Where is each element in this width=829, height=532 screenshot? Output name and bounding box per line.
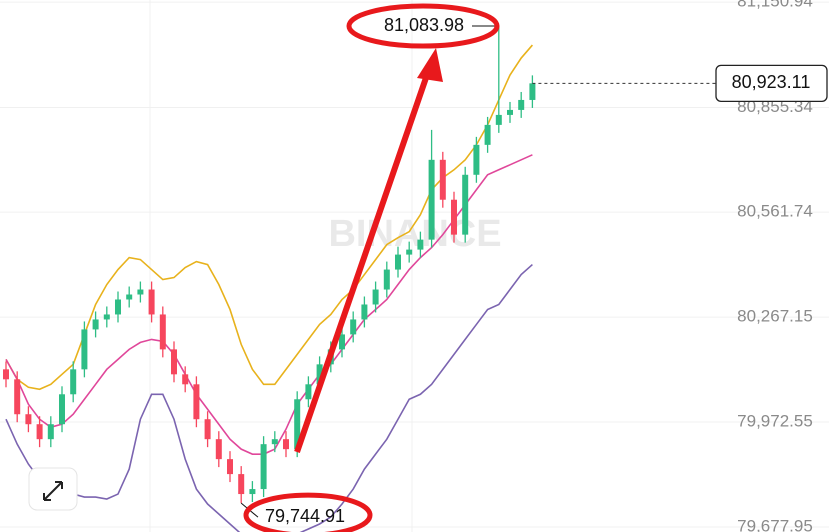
candle-body bbox=[372, 289, 379, 305]
candle-body bbox=[47, 424, 54, 440]
candle-body bbox=[14, 379, 21, 415]
candle-body bbox=[148, 289, 155, 315]
ma-line bbox=[5, 154, 533, 455]
candle-body bbox=[495, 114, 502, 125]
annotations: 81,083.98 79,744.91 80,923.11 bbox=[240, 3, 828, 532]
candle-body bbox=[294, 399, 301, 450]
watermark: BINANCE bbox=[328, 213, 501, 255]
candle-body bbox=[361, 304, 368, 320]
candle-body bbox=[395, 254, 401, 270]
candle-body bbox=[36, 424, 43, 440]
candle-body bbox=[507, 109, 513, 115]
candle-body bbox=[249, 489, 256, 495]
candle-body bbox=[238, 474, 245, 495]
candle-body bbox=[518, 99, 525, 110]
y-tick-label: 80,267.15 bbox=[737, 307, 813, 326]
low-circle bbox=[243, 492, 373, 532]
candle-body bbox=[439, 159, 446, 200]
candle-body bbox=[25, 414, 32, 425]
candle-body bbox=[406, 249, 413, 255]
y-tick-label: 79,972.55 bbox=[737, 412, 813, 431]
candle-body bbox=[159, 314, 166, 350]
candle-body bbox=[92, 319, 99, 330]
candle-body bbox=[462, 174, 469, 235]
candle-body bbox=[529, 83, 536, 100]
candle-body bbox=[215, 439, 222, 460]
candle-body bbox=[350, 319, 357, 335]
candle-body bbox=[103, 314, 110, 320]
candle-body bbox=[283, 439, 289, 450]
candle-body bbox=[81, 329, 88, 370]
last-price-box bbox=[715, 64, 828, 102]
candle-body bbox=[260, 444, 267, 490]
candle-body bbox=[182, 374, 189, 385]
low-label: 79,744.91 bbox=[265, 506, 345, 526]
candle-body bbox=[227, 459, 233, 475]
candle-body bbox=[70, 369, 77, 395]
ma-line bbox=[5, 263, 533, 532]
arrow-head bbox=[417, 48, 443, 82]
high-label: 81,083.98 bbox=[384, 15, 464, 35]
candle-body bbox=[417, 239, 424, 250]
y-axis: 79,677.9579,972.5580,267.1580,561.7480,8… bbox=[737, 0, 813, 532]
candle-body bbox=[126, 294, 133, 300]
candle-body bbox=[383, 269, 390, 290]
y-tick-label: 79,677.95 bbox=[737, 517, 813, 532]
y-tick-label: 81,150.94 bbox=[737, 0, 813, 11]
y-tick-label: 80,561.74 bbox=[737, 202, 813, 221]
candle-body bbox=[59, 394, 65, 425]
plot bbox=[3, 26, 536, 532]
candle-body bbox=[115, 299, 121, 315]
candle-body bbox=[305, 384, 312, 400]
button-bg[interactable] bbox=[28, 467, 78, 511]
candle-body bbox=[137, 289, 144, 295]
candle-body bbox=[339, 334, 345, 350]
candle-body bbox=[451, 199, 457, 235]
candle-body bbox=[193, 384, 200, 420]
candle-body bbox=[271, 439, 278, 445]
expand-icon bbox=[43, 481, 63, 501]
last-price-label: 80,923.11 bbox=[732, 72, 811, 92]
expand-button[interactable] bbox=[28, 467, 78, 511]
candle-body bbox=[171, 349, 177, 375]
candle-body bbox=[473, 144, 480, 175]
candle-body bbox=[484, 124, 491, 145]
candle-body bbox=[428, 159, 435, 240]
candle-body bbox=[3, 369, 9, 380]
arrow bbox=[294, 71, 431, 453]
candle-body bbox=[204, 419, 211, 440]
candle-body bbox=[316, 364, 323, 385]
high-circle bbox=[346, 3, 500, 49]
